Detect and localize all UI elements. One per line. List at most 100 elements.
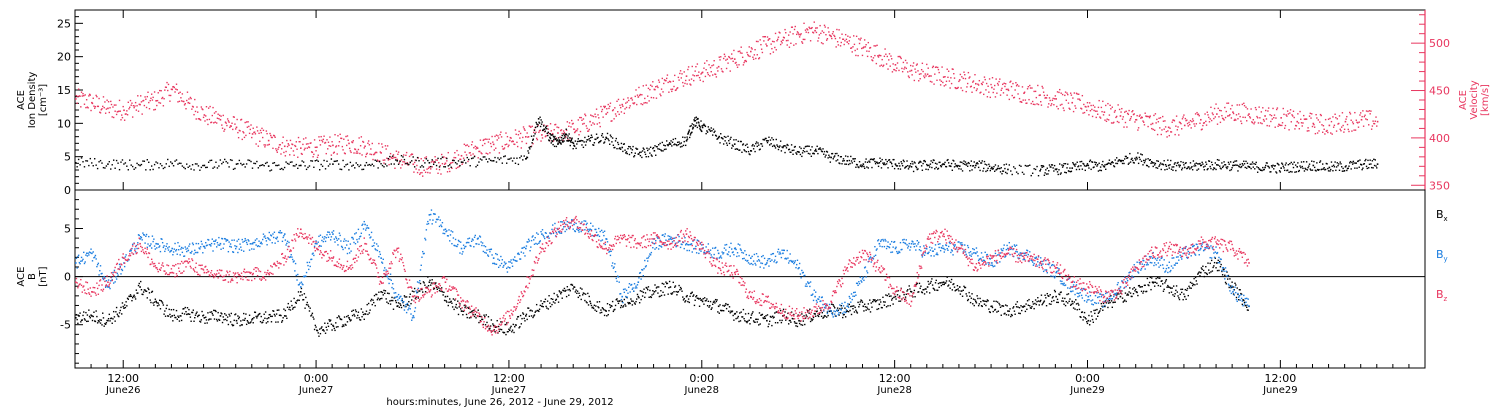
velocity-point [215, 111, 216, 112]
velocity-point [1194, 125, 1195, 126]
velocity-point [967, 83, 968, 84]
velocity-point [922, 63, 923, 64]
velocity-point [1120, 111, 1121, 112]
density-point [423, 166, 424, 167]
density-tick-label: 25 [57, 17, 71, 30]
velocity-point [326, 153, 327, 154]
velocity-point [1253, 119, 1254, 120]
density-point [787, 145, 788, 146]
velocity-point [875, 45, 876, 46]
bx-point [604, 315, 605, 316]
velocity-point [767, 36, 768, 37]
velocity-point [401, 159, 402, 160]
density-point [262, 164, 263, 165]
bx-point [827, 315, 828, 316]
density-point [521, 155, 522, 156]
velocity-point [665, 80, 666, 81]
bx-point [240, 320, 241, 321]
density-point [540, 126, 541, 127]
bx-point [328, 319, 329, 320]
velocity-point [1082, 112, 1083, 113]
bx-point [318, 332, 319, 333]
velocity-point [220, 115, 221, 116]
velocity-point [1149, 117, 1150, 118]
bx-point [499, 331, 500, 332]
density-point [299, 165, 300, 166]
density-point [1060, 172, 1061, 173]
bx-point [747, 321, 748, 322]
velocity-point [427, 172, 428, 173]
velocity-point [622, 106, 623, 107]
density-point [1372, 160, 1373, 161]
velocity-point [1072, 97, 1073, 98]
velocity-point [1219, 110, 1220, 111]
density-point [961, 162, 962, 163]
bx-point [723, 310, 724, 311]
density-point [1129, 153, 1130, 154]
velocity-point [170, 95, 171, 96]
velocity-point [920, 73, 921, 74]
velocity-point [234, 123, 235, 124]
velocity-point [385, 145, 386, 146]
bx-point [979, 303, 980, 304]
bx-point [1044, 295, 1045, 296]
velocity-point [806, 31, 807, 32]
bx-point [1204, 276, 1205, 277]
velocity-point [1136, 119, 1138, 121]
bx-point [945, 282, 946, 283]
bx-point [252, 318, 254, 320]
density-point [386, 165, 387, 166]
bx-point [485, 324, 486, 325]
density-point [881, 167, 882, 168]
density-point [402, 156, 403, 157]
bx-point [410, 303, 411, 304]
velocity-point [1022, 99, 1023, 100]
velocity-point [1264, 120, 1265, 121]
bx-point [1012, 307, 1013, 308]
bx-point [103, 325, 104, 326]
velocity-point [313, 154, 314, 155]
velocity-point [581, 120, 582, 121]
velocity-point [263, 130, 264, 131]
velocity-point [137, 95, 138, 96]
density-point [300, 165, 302, 167]
density-point [879, 162, 881, 164]
velocity-point [825, 34, 826, 35]
velocity-point [795, 26, 796, 27]
velocity-point [252, 133, 254, 135]
velocity-point [1042, 87, 1043, 88]
velocity-point [180, 97, 181, 98]
density-point [456, 163, 457, 164]
density-point [1138, 163, 1139, 164]
velocity-point [416, 165, 417, 166]
density-point [1172, 166, 1173, 167]
bx-point [1050, 294, 1051, 295]
density-point [1047, 173, 1048, 174]
bx-point [115, 311, 116, 312]
bx-point [944, 284, 945, 285]
velocity-point [724, 54, 725, 55]
velocity-point [1216, 113, 1218, 115]
bx-point [890, 305, 891, 306]
velocity-point [1269, 125, 1270, 126]
velocity-point [394, 157, 395, 158]
velocity-point [220, 119, 222, 121]
velocity-point [227, 118, 228, 119]
velocity-point [1158, 121, 1159, 122]
bx-point [445, 296, 447, 298]
velocity-point [615, 113, 616, 114]
bx-point [185, 307, 186, 308]
bx-point [429, 281, 431, 283]
bx-point [293, 307, 294, 308]
bx-point [283, 308, 284, 309]
bx-point [409, 296, 410, 297]
bx-point [852, 305, 853, 306]
density-point [350, 162, 351, 163]
density-point [85, 160, 86, 161]
velocity-point [1225, 117, 1226, 118]
velocity-point [616, 115, 617, 116]
density-point [195, 163, 196, 164]
bx-point [1139, 285, 1140, 286]
velocity-point [155, 109, 156, 110]
bx-point [727, 304, 728, 305]
